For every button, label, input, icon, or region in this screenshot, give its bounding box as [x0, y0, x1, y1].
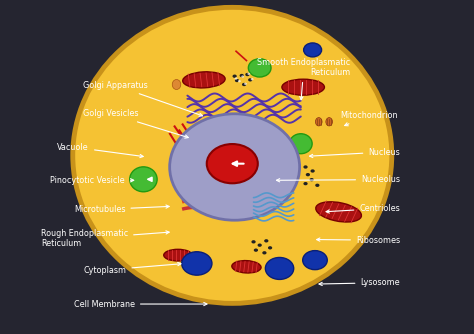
Ellipse shape: [238, 80, 241, 82]
Ellipse shape: [245, 73, 249, 76]
Text: Rough Endoplasmatic
Reticulum: Rough Endoplasmatic Reticulum: [41, 229, 169, 248]
Ellipse shape: [303, 250, 327, 270]
Ellipse shape: [207, 144, 258, 183]
Ellipse shape: [310, 178, 314, 181]
Ellipse shape: [310, 169, 315, 173]
Ellipse shape: [316, 202, 362, 222]
Ellipse shape: [315, 184, 319, 187]
Ellipse shape: [304, 43, 321, 57]
Ellipse shape: [73, 7, 392, 303]
Ellipse shape: [130, 167, 157, 192]
Text: Smooth Endoplasmatic
Reticulum: Smooth Endoplasmatic Reticulum: [257, 57, 350, 100]
Ellipse shape: [316, 118, 322, 126]
Ellipse shape: [188, 159, 192, 162]
Ellipse shape: [239, 74, 244, 77]
Ellipse shape: [251, 78, 254, 80]
Ellipse shape: [247, 73, 250, 75]
Ellipse shape: [262, 251, 266, 255]
Ellipse shape: [208, 186, 217, 195]
Ellipse shape: [185, 165, 190, 168]
Ellipse shape: [241, 75, 244, 78]
Ellipse shape: [326, 118, 332, 126]
Text: Mitochondrion: Mitochondrion: [340, 111, 398, 126]
Ellipse shape: [303, 165, 308, 169]
Text: Nucleolus: Nucleolus: [276, 175, 400, 184]
Text: Pinocytotic Vesicle: Pinocytotic Vesicle: [50, 176, 134, 185]
Ellipse shape: [257, 243, 262, 247]
Ellipse shape: [290, 134, 312, 154]
Ellipse shape: [282, 79, 324, 95]
Ellipse shape: [306, 173, 310, 176]
Ellipse shape: [215, 197, 223, 205]
Ellipse shape: [268, 246, 272, 249]
Ellipse shape: [182, 252, 212, 275]
Text: Microtubules: Microtubules: [74, 205, 169, 214]
Ellipse shape: [233, 74, 237, 78]
Text: Vacuole: Vacuole: [57, 143, 143, 158]
Ellipse shape: [248, 78, 252, 81]
Ellipse shape: [235, 77, 237, 80]
Ellipse shape: [232, 261, 261, 273]
Ellipse shape: [251, 240, 255, 243]
Text: Centrioles: Centrioles: [326, 204, 400, 213]
Ellipse shape: [242, 83, 246, 86]
Ellipse shape: [254, 248, 258, 252]
Text: Cell Membrane: Cell Membrane: [74, 300, 207, 309]
Ellipse shape: [303, 182, 308, 185]
Ellipse shape: [182, 72, 225, 88]
Ellipse shape: [244, 83, 247, 85]
Ellipse shape: [248, 59, 271, 77]
Ellipse shape: [264, 239, 268, 242]
Text: Ribosomes: Ribosomes: [317, 236, 400, 245]
Ellipse shape: [170, 114, 300, 220]
Text: Golgi Vesicles: Golgi Vesicles: [83, 109, 188, 138]
Ellipse shape: [181, 169, 185, 172]
Ellipse shape: [210, 206, 219, 215]
Ellipse shape: [164, 249, 192, 261]
Ellipse shape: [235, 79, 239, 82]
Ellipse shape: [178, 160, 182, 164]
Text: Golgi Apparatus: Golgi Apparatus: [83, 81, 202, 116]
Text: Nucleus: Nucleus: [310, 148, 400, 158]
Ellipse shape: [265, 258, 294, 280]
Text: Cytoplasm: Cytoplasm: [83, 263, 181, 275]
Text: Lysosome: Lysosome: [319, 278, 400, 287]
Ellipse shape: [172, 79, 181, 90]
